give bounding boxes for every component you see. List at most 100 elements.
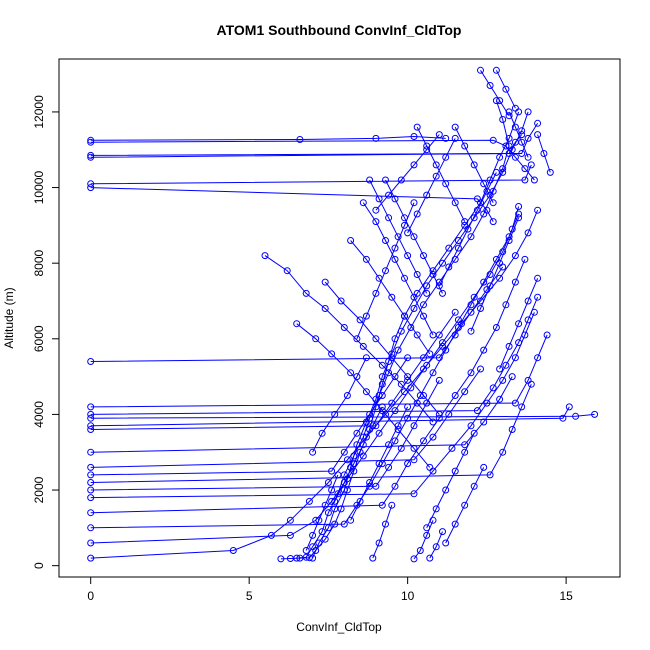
data-point (499, 376, 507, 384)
data-point (375, 429, 383, 437)
data-point (87, 422, 95, 430)
data-point (477, 365, 484, 373)
series-line (90, 357, 409, 476)
data-point (356, 316, 364, 324)
series-line (296, 323, 431, 468)
data-point (445, 263, 453, 271)
data-point (534, 119, 542, 127)
data-point (391, 407, 399, 415)
data-point (378, 501, 386, 509)
series-line (385, 179, 443, 294)
data-point (496, 259, 504, 267)
series-50 (435, 168, 500, 290)
data-point (413, 331, 421, 339)
series-17 (87, 331, 551, 411)
data-point (362, 354, 370, 362)
data-point (432, 543, 440, 551)
data-point (334, 490, 342, 498)
data-point (277, 555, 285, 563)
data-point (87, 509, 95, 517)
data-point (388, 501, 396, 509)
series-line (372, 505, 393, 559)
series-line (470, 217, 520, 332)
series-line (445, 467, 485, 544)
data-point (442, 153, 450, 161)
data-point (483, 206, 491, 214)
series-53 (353, 199, 418, 343)
data-point (87, 358, 95, 365)
series-line (90, 187, 494, 222)
data-point (518, 127, 526, 135)
series-47 (302, 471, 342, 554)
data-point (477, 305, 484, 312)
data-point (410, 422, 418, 430)
data-point (87, 410, 95, 418)
data-point (302, 547, 310, 554)
data-point (283, 267, 291, 275)
data-point (420, 312, 427, 320)
data-point (286, 531, 294, 539)
data-point (492, 168, 500, 176)
data-point (508, 426, 516, 433)
data-point (359, 441, 367, 449)
series-line (312, 357, 367, 453)
series-22 (87, 119, 542, 159)
series-34 (451, 123, 497, 207)
data-point (467, 422, 475, 430)
data-point (356, 497, 364, 505)
data-point (442, 346, 450, 354)
data-point (372, 134, 380, 142)
data-point (372, 206, 380, 214)
series-line (90, 376, 513, 453)
data-point (502, 361, 510, 369)
data-point (362, 433, 370, 441)
series-25 (87, 133, 450, 144)
data-point (489, 136, 497, 144)
data-point (524, 134, 532, 142)
series-line (495, 70, 516, 109)
chart-title: ATOM1 Southbound ConvInf_CldTop (217, 22, 462, 38)
data-point (397, 444, 405, 452)
data-point (515, 203, 523, 210)
data-point (420, 252, 427, 260)
data-point (87, 180, 95, 188)
data-point (312, 335, 320, 343)
data-point (470, 161, 478, 169)
data-point (439, 289, 446, 297)
data-point (492, 324, 500, 331)
data-point (461, 388, 469, 396)
data-point (87, 151, 95, 159)
data-point (511, 399, 519, 407)
data-point (404, 414, 412, 422)
data-point (324, 479, 332, 486)
series-line (90, 123, 539, 156)
series-line (362, 202, 434, 336)
data-point (565, 403, 573, 411)
data-point (309, 554, 317, 562)
series-32 (382, 176, 446, 297)
data-point (375, 460, 383, 468)
data-point (480, 418, 488, 426)
series-7 (87, 255, 529, 517)
data-point (451, 134, 459, 142)
data-point (505, 108, 513, 116)
series-49 (467, 214, 523, 335)
series-11 (87, 403, 573, 430)
data-point (429, 516, 437, 524)
data-point (331, 410, 339, 418)
x-axis-label: ConvInf_CldTop (296, 620, 382, 634)
data-point (404, 460, 412, 468)
data-point (540, 150, 548, 157)
data-point (382, 520, 389, 528)
y-tick-label: 8000 (32, 250, 46, 277)
data-point (302, 289, 310, 297)
series-51 (404, 134, 459, 237)
data-point (423, 361, 431, 369)
series-45 (426, 528, 446, 562)
data-point (524, 108, 532, 116)
data-point (388, 293, 396, 301)
data-point (87, 539, 95, 547)
series-line (90, 413, 595, 419)
series-line (324, 281, 440, 415)
